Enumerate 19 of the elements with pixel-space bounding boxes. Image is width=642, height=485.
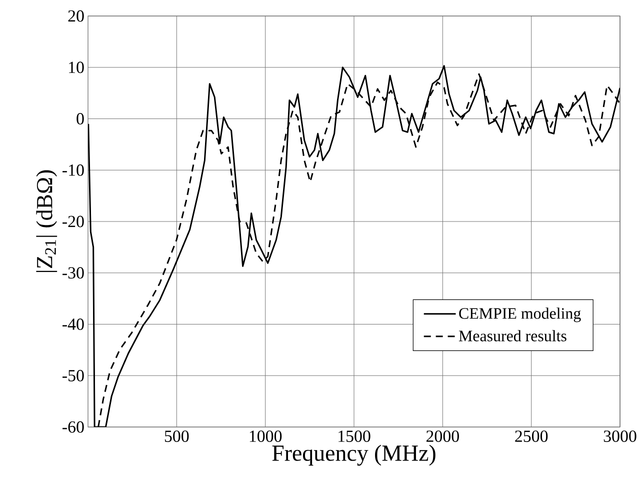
x-axis-title: Frequency (MHz): [272, 444, 436, 466]
y-tick-label: 20: [68, 10, 84, 22]
x-tick-label: 1500: [338, 430, 370, 442]
x-tick-label: 500: [164, 430, 189, 442]
x-tick-label: 2000: [426, 430, 459, 442]
legend-label: Measured results: [458, 330, 566, 342]
y-axis-title: |Z$_{21}$| (dBΩ): [36, 170, 58, 272]
y-tick-label: -10: [62, 164, 84, 176]
y-tick-label: -40: [62, 318, 84, 330]
y-tick-label: -60: [62, 421, 84, 433]
y-tick-label: -20: [62, 216, 84, 228]
x-tick-label: 2500: [515, 430, 548, 442]
x-tick-label: 3000: [604, 430, 636, 442]
legend-label: CEMPIE modeling: [459, 308, 581, 322]
y-tick-label: -30: [62, 267, 84, 279]
x-tick-label: 1000: [250, 430, 282, 442]
y-tick-label: 10: [69, 62, 84, 74]
y-tick-label: -50: [62, 370, 84, 382]
y-tick-label: 0: [76, 113, 84, 124]
